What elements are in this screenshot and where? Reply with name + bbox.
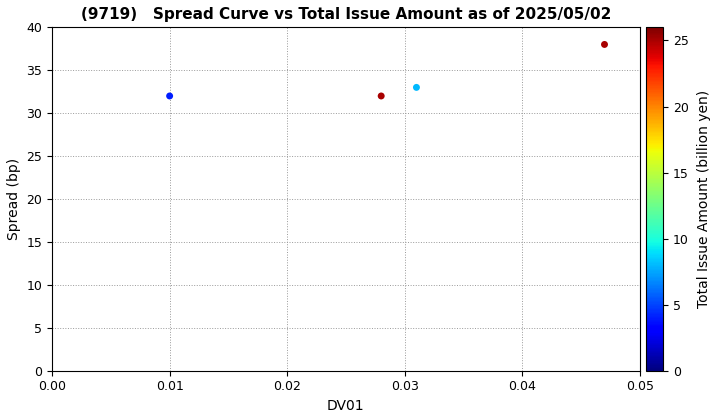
Point [599, 41, 611, 48]
Y-axis label: Total Issue Amount (billion yen): Total Issue Amount (billion yen) [697, 90, 711, 308]
Point [375, 93, 387, 100]
Point [410, 84, 422, 91]
Title: (9719)   Spread Curve vs Total Issue Amount as of 2025/05/02: (9719) Spread Curve vs Total Issue Amoun… [81, 7, 611, 22]
Point [164, 93, 176, 100]
X-axis label: DV01: DV01 [327, 399, 365, 413]
Y-axis label: Spread (bp): Spread (bp) [7, 158, 21, 240]
